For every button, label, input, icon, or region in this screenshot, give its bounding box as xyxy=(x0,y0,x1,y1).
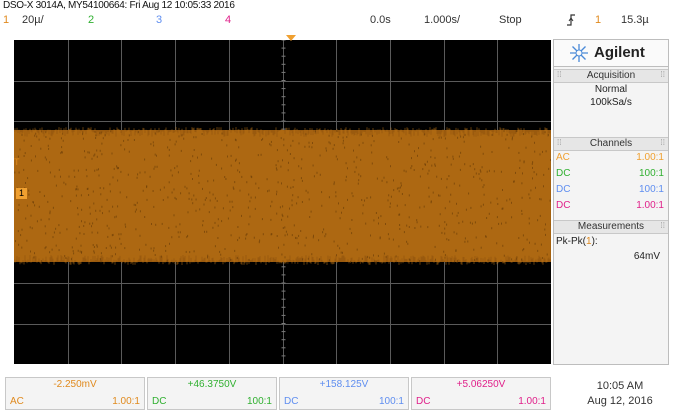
ch3-status-box[interactable]: +158.125V DC 100:1 xyxy=(279,377,409,410)
ch2-offset-value: +46.3750V xyxy=(187,379,237,390)
channels-title: Channels xyxy=(589,138,633,149)
meas-label: Pk-Pk(1): xyxy=(556,236,598,247)
ch4-offset-value: +5.06250V xyxy=(456,379,506,390)
clock-date: Aug 12, 2016 xyxy=(587,395,653,407)
time-scale[interactable]: 1.000s/ xyxy=(424,14,461,26)
side-panel: Agilent ⁞⁞ Acquisition ⁞⁞ Normal 100kSa/… xyxy=(553,39,669,365)
clock-time: 10:05 AM xyxy=(596,380,644,392)
channel-coupling-3[interactable]: DC xyxy=(556,184,571,195)
agilent-spark-icon xyxy=(570,44,588,62)
brand-name: Agilent xyxy=(594,44,645,61)
time-offset[interactable]: 0.0s xyxy=(370,14,391,26)
ch1-coupling: AC xyxy=(10,396,24,407)
ch1-offset-value: -2.250mV xyxy=(53,379,97,390)
ch2-status-box[interactable]: +46.3750V DC 100:1 xyxy=(147,377,277,410)
trigger-position-marker[interactable] xyxy=(286,35,296,41)
trigger-level[interactable]: 15.3µ xyxy=(621,14,649,26)
channel-coupling-2[interactable]: DC xyxy=(556,168,571,179)
waveform-display[interactable] xyxy=(14,40,551,364)
trigger-edge-icon xyxy=(566,13,576,27)
measurements-header[interactable]: Measurements ⁞⁞ xyxy=(554,220,668,234)
ch1-scale[interactable]: 20µ/ xyxy=(22,14,44,26)
ch4-number[interactable]: 4 xyxy=(225,14,232,26)
meas-value: 64mV xyxy=(633,251,660,262)
brand-logo: Agilent xyxy=(554,40,668,67)
window-title: DSO-X 3014A, MY54100664: Fri Aug 12 10:0… xyxy=(3,0,235,11)
ch2-probe-ratio: 100:1 xyxy=(246,396,272,407)
acq-mode: Normal xyxy=(594,84,628,95)
channel-ratio-4[interactable]: 1.00:1 xyxy=(636,200,664,211)
measurements-title: Measurements xyxy=(577,221,645,232)
trigger-level-marker[interactable]: T xyxy=(14,157,20,167)
trigger-source[interactable]: 1 xyxy=(595,14,602,26)
run-state[interactable]: Stop xyxy=(499,14,522,26)
channel-ratio-1[interactable]: 1.00:1 xyxy=(636,152,664,163)
ch4-status-box[interactable]: +5.06250V DC 1.00:1 xyxy=(411,377,551,410)
ch1-probe-ratio: 1.00:1 xyxy=(112,396,140,407)
channel-coupling-4[interactable]: DC xyxy=(556,200,571,211)
ch3-probe-ratio: 100:1 xyxy=(378,396,404,407)
ch3-number[interactable]: 3 xyxy=(156,14,163,26)
channel-ratio-2[interactable]: 100:1 xyxy=(638,168,664,179)
acq-rate: 100kSa/s xyxy=(590,97,632,108)
ch4-coupling: DC xyxy=(416,396,431,407)
ch2-number[interactable]: 2 xyxy=(88,14,95,26)
channel-coupling-1[interactable]: AC xyxy=(556,152,570,163)
ch1-status-box[interactable]: -2.250mV AC 1.00:1 xyxy=(5,377,145,410)
acquisition-title: Acquisition xyxy=(586,70,636,81)
ch4-probe-ratio: 1.00:1 xyxy=(518,396,546,407)
ch1-ground-marker[interactable]: 1 xyxy=(16,188,27,199)
meas-source: 1 xyxy=(586,236,592,247)
channel-ratio-3[interactable]: 100:1 xyxy=(638,184,664,195)
ch3-coupling: DC xyxy=(284,396,299,407)
ch1-number[interactable]: 1 xyxy=(3,14,10,26)
channels-header[interactable]: ⁞⁞ Channels ⁞⁞ xyxy=(554,137,668,151)
ch3-offset-value: +158.125V xyxy=(319,379,369,390)
ch2-coupling: DC xyxy=(152,396,167,407)
clock: 10:05 AM Aug 12, 2016 xyxy=(565,379,675,409)
acquisition-header[interactable]: ⁞⁞ Acquisition ⁞⁞ xyxy=(554,69,668,83)
